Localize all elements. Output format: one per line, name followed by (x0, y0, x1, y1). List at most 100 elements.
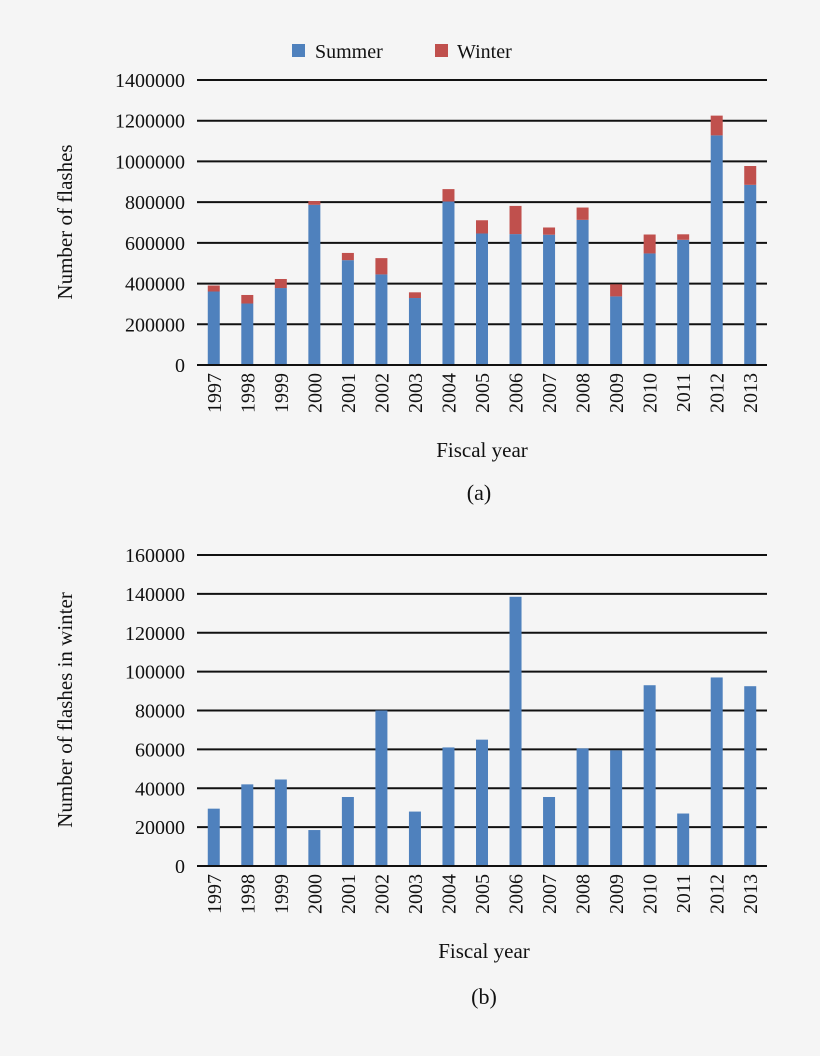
chart-b-xtick-label: 2008 (573, 874, 595, 914)
chart-b-xtick-label: 2005 (472, 874, 494, 914)
chart-a-xtick-label: 2001 (338, 373, 360, 413)
legend-label-winter: Winter (457, 41, 512, 63)
chart-a-bar-winter (710, 115, 723, 136)
chart-a-bar-summer (576, 219, 589, 365)
chart-a-xtick-label: 2004 (438, 373, 460, 413)
chart-a-bar-summer (610, 296, 623, 365)
chart-a-bar-winter (308, 201, 321, 205)
chart-a-bar-winter (643, 234, 656, 254)
chart-b-bar (643, 685, 656, 866)
chart-a-ytick-label: 200000 (125, 314, 185, 336)
chart-b-bar (744, 686, 757, 866)
legend-swatch-winter (435, 44, 448, 57)
chart-a-xtick-label: 1999 (271, 373, 293, 413)
chart-a-bar-summer (509, 234, 522, 365)
chart-a: 0 200000 400000 600000 800000 1000000 1200000 1… (115, 70, 767, 413)
chart-b-xtick-label: 2001 (338, 874, 360, 914)
chart-b-bar (710, 677, 723, 866)
chart-b-xtick-label: 2012 (707, 874, 729, 914)
chart-a-bar-winter (509, 205, 522, 235)
chart-a-bar-summer (710, 135, 723, 365)
chart-a-ytick-label: 0 (175, 355, 185, 377)
chart-b-bar (576, 748, 589, 866)
legend-label-summer: Summer (315, 41, 383, 63)
chart-a-bar-summer (274, 288, 287, 365)
chart-b-bar (375, 710, 388, 866)
chart-a-xtick-label: 2012 (707, 373, 729, 413)
chart-b-ytick-label: 80000 (135, 701, 185, 723)
chart-a-ytick-label: 1000000 (115, 151, 185, 173)
chart-a-xtick-label: 2007 (539, 373, 561, 413)
chart-a-bar-summer (442, 201, 455, 365)
chart-b-bar (509, 596, 522, 866)
chart-b-ytick-label: 0 (175, 856, 185, 878)
chart-a-xlabel: Fiscal year (436, 438, 528, 462)
chart-a-bar-summer (408, 298, 421, 365)
legend-swatch-summer (292, 44, 305, 57)
chart-a-bar-summer (241, 303, 254, 365)
chart-a-bar-summer (476, 233, 488, 365)
chart-b-bar (677, 813, 690, 866)
chart-a-bar-winter (677, 234, 690, 240)
chart-a-ytick-label: 1400000 (115, 70, 185, 92)
chart-a-bar-winter (241, 294, 254, 304)
chart-a-xtick-label: 2000 (304, 373, 326, 413)
chart-a-xtick-label: 2009 (606, 373, 628, 413)
chart-b-xtick-label: 2007 (539, 874, 561, 914)
chart-a-bar-winter (476, 220, 488, 234)
chart-a-xtick-label: 2005 (472, 373, 494, 413)
chart-a-ylabel: Number of flashes (53, 144, 77, 299)
chart-a-xtick-label: 2003 (405, 373, 427, 413)
chart-b-bar (308, 830, 321, 866)
chart-a-bar-summer (375, 274, 388, 365)
chart-b-ytick-label: 140000 (125, 584, 185, 606)
chart-a-bar-winter (576, 207, 589, 220)
chart-a-bar-winter (341, 252, 354, 261)
chart-a-ytick-label: 1200000 (115, 111, 185, 133)
chart-b-ytick-label: 40000 (135, 778, 185, 800)
chart-a-bar-summer (643, 253, 656, 365)
chart-a-bar-winter (274, 278, 287, 289)
chart-a-xtick-label: 1997 (204, 373, 226, 413)
chart-b-xtick-label: 2004 (438, 874, 460, 914)
chart-b-bar (610, 750, 623, 866)
chart-a-xtick-label: 2011 (673, 373, 695, 412)
chart-a-xtick-label: 2013 (740, 373, 762, 413)
chart-a-ytick-label: 800000 (125, 192, 185, 214)
chart-b-xtick-label: 1999 (271, 874, 293, 914)
chart-b-bar (476, 739, 488, 866)
chart-a-bar-winter (207, 285, 220, 292)
chart-b-bar (207, 808, 220, 866)
chart-a-bar-summer (677, 239, 690, 365)
chart-b-xtick-label: 2010 (640, 874, 662, 914)
chart-a-bar-summer (207, 291, 220, 365)
chart-b-xtick-label: 2000 (304, 874, 326, 914)
chart-b-panel-label: (b) (471, 984, 497, 1009)
legend: Summer Winter (292, 41, 512, 63)
chart-b-bar (408, 811, 421, 866)
chart-b-ytick-label: 20000 (135, 817, 185, 839)
chart-a-xtick-label: 2006 (506, 373, 528, 413)
chart-b-bar (543, 796, 556, 866)
chart-b-xtick-label: 1997 (204, 874, 226, 914)
chart-b-xtick-label: 2006 (506, 874, 528, 914)
chart-a-bar-winter (543, 227, 556, 235)
chart-a-bar-summer (341, 260, 354, 365)
chart-a-bar-winter (375, 258, 388, 275)
chart-b-ytick-label: 60000 (135, 739, 185, 761)
chart-b-ylabel: Number of flashes in winter (53, 592, 77, 828)
chart-a-bar-winter (744, 166, 757, 185)
chart-b-xtick-label: 2009 (606, 874, 628, 914)
chart-a-bar-winter (442, 189, 455, 202)
chart-a-xtick-label: 1998 (237, 373, 259, 413)
chart-b-ytick-label: 120000 (125, 623, 185, 645)
chart-a-bar-summer (308, 204, 321, 365)
chart-b-xtick-label: 2013 (740, 874, 762, 914)
chart-a-ytick-label: 400000 (125, 274, 185, 296)
chart-b-xtick-label: 1998 (237, 874, 259, 914)
chart-a-bar-winter (408, 292, 421, 299)
chart-b-bar (341, 796, 354, 866)
chart-b-xlabel: Fiscal year (438, 939, 530, 963)
chart-a-panel-label: (a) (467, 480, 491, 505)
chart-a-bar-winter (610, 284, 623, 297)
